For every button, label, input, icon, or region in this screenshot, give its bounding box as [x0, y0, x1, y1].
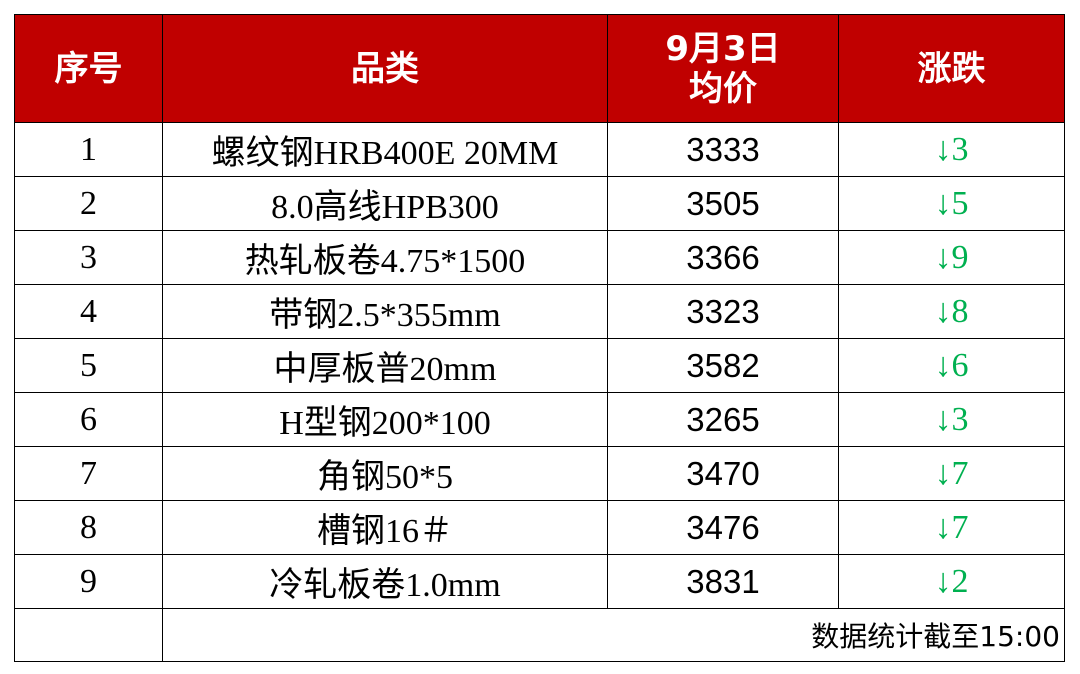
table-row: 4 带钢2.5*355mm 3323 ↓8 — [14, 284, 1065, 339]
table-header: 序号 品类 9月3日 均价 涨跌 — [14, 14, 1065, 123]
product-cell: 槽钢16＃ — [162, 500, 608, 555]
table-row: 9 冷轧板卷1.0mm 3831 ↓2 — [14, 554, 1065, 609]
table-footer: 数据统计截至15:00 — [14, 608, 1065, 662]
header-cell: 序号 — [14, 14, 163, 123]
product-cell: 热轧板卷4.75*1500 — [162, 230, 608, 285]
price-table: 序号 品类 9月3日 均价 涨跌 1 螺纹钢HRB400E 20MM 3333 ↓3 2 8.0高… — [14, 14, 1065, 662]
change-cell: ↓9 — [838, 230, 1065, 285]
index-cell: 1 — [14, 122, 163, 177]
index-cell: 6 — [14, 392, 163, 447]
price-cell: 3470 — [607, 446, 839, 501]
change-cell: ↓7 — [838, 446, 1065, 501]
product-cell: 中厚板普20mm — [162, 338, 608, 393]
product-cell: 冷轧板卷1.0mm — [162, 554, 608, 609]
header-cell: 9月3日 均价 — [607, 14, 839, 123]
footer-row: 数据统计截至15:00 — [14, 608, 1065, 662]
change-cell: ↓3 — [838, 392, 1065, 447]
price-cell: 3366 — [607, 230, 839, 285]
product-cell: H型钢200*100 — [162, 392, 608, 447]
change-cell: ↓8 — [838, 284, 1065, 339]
table-row: 1 螺纹钢HRB400E 20MM 3333 ↓3 — [14, 122, 1065, 177]
index-cell: 9 — [14, 554, 163, 609]
price-cell: 3323 — [607, 284, 839, 339]
price-cell: 3505 — [607, 176, 839, 231]
index-cell: 8 — [14, 500, 163, 555]
table-row: 6 H型钢200*100 3265 ↓3 — [14, 392, 1065, 447]
change-cell: ↓5 — [838, 176, 1065, 231]
index-cell: 5 — [14, 338, 163, 393]
table-body: 1 螺纹钢HRB400E 20MM 3333 ↓3 2 8.0高线HPB300 3505 ↓5… — [14, 122, 1065, 609]
header-cell: 品类 — [162, 14, 608, 123]
index-cell: 3 — [14, 230, 163, 285]
product-cell: 角钢50*5 — [162, 446, 608, 501]
header-row: 序号 品类 9月3日 均价 涨跌 — [14, 14, 1065, 123]
index-cell: 7 — [14, 446, 163, 501]
table-row: 3 热轧板卷4.75*1500 3366 ↓9 — [14, 230, 1065, 285]
price-cell: 3333 — [607, 122, 839, 177]
header-cell: 涨跌 — [838, 14, 1065, 123]
header-line: 均价 — [689, 68, 757, 109]
index-cell: 2 — [14, 176, 163, 231]
table-row: 8 槽钢16＃ 3476 ↓7 — [14, 500, 1065, 555]
note: 数据统计截至15:00 — [162, 608, 1065, 662]
header-line: 9月3日 — [665, 28, 781, 69]
table-row: 5 中厚板普20mm 3582 ↓6 — [14, 338, 1065, 393]
change-cell: ↓7 — [838, 500, 1065, 555]
table-row: 7 角钢50*5 3470 ↓7 — [14, 446, 1065, 501]
change-cell: ↓2 — [838, 554, 1065, 609]
change-cell: ↓6 — [838, 338, 1065, 393]
product-cell: 带钢2.5*355mm — [162, 284, 608, 339]
price-cell: 3582 — [607, 338, 839, 393]
change-cell: ↓3 — [838, 122, 1065, 177]
price-cell: 3831 — [607, 554, 839, 609]
index-cell: 4 — [14, 284, 163, 339]
empty-cell — [14, 608, 163, 662]
price-cell: 3476 — [607, 500, 839, 555]
product-cell: 8.0高线HPB300 — [162, 176, 608, 231]
price-cell: 3265 — [607, 392, 839, 447]
product-cell: 螺纹钢HRB400E 20MM — [162, 122, 608, 177]
table-row: 2 8.0高线HPB300 3505 ↓5 — [14, 176, 1065, 231]
